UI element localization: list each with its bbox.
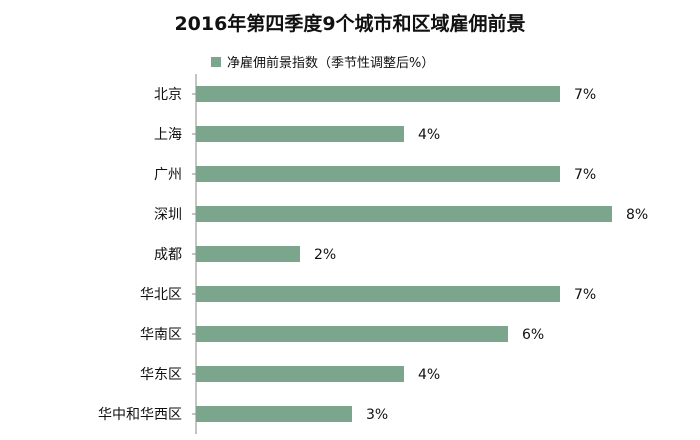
bar bbox=[196, 166, 560, 182]
data-label: 8% bbox=[626, 207, 648, 223]
category-label: 成都 bbox=[154, 247, 182, 263]
data-label: 2% bbox=[314, 247, 336, 263]
bar bbox=[196, 366, 404, 382]
category-label: 华北区 bbox=[140, 287, 182, 303]
legend-swatch bbox=[211, 57, 221, 67]
category-label: 深圳 bbox=[154, 207, 182, 223]
data-label: 7% bbox=[574, 287, 596, 303]
bar bbox=[196, 406, 352, 422]
category-label: 广州 bbox=[154, 167, 182, 183]
bar bbox=[196, 126, 404, 142]
category-label: 华东区 bbox=[140, 367, 182, 383]
bar bbox=[196, 206, 612, 222]
data-label: 7% bbox=[574, 87, 596, 103]
bars-layer bbox=[196, 86, 612, 422]
category-label: 华南区 bbox=[140, 327, 182, 343]
bar bbox=[196, 286, 560, 302]
category-label: 北京 bbox=[154, 87, 182, 103]
chart-title: 2016年第四季度9个城市和区域雇佣前景 bbox=[174, 12, 525, 35]
legend: 净雇佣前景指数（季节性调整后%） bbox=[211, 55, 434, 71]
category-label: 华中和华西区 bbox=[98, 407, 182, 423]
category-label: 上海 bbox=[154, 127, 182, 143]
data-label: 3% bbox=[366, 407, 388, 423]
labels-layer: 北京 7% 上海 4% 广州 7% 深圳 8% 成都 2% 华北区 7% 华南区 6% 华东区 4% 华中和华西… bbox=[98, 87, 648, 423]
bar bbox=[196, 246, 300, 262]
data-label: 4% bbox=[418, 367, 440, 383]
data-label: 7% bbox=[574, 167, 596, 183]
data-label: 4% bbox=[418, 127, 440, 143]
bar bbox=[196, 86, 560, 102]
data-label: 6% bbox=[522, 327, 544, 343]
bar bbox=[196, 326, 508, 342]
legend-label: 净雇佣前景指数（季节性调整后%） bbox=[227, 55, 434, 71]
